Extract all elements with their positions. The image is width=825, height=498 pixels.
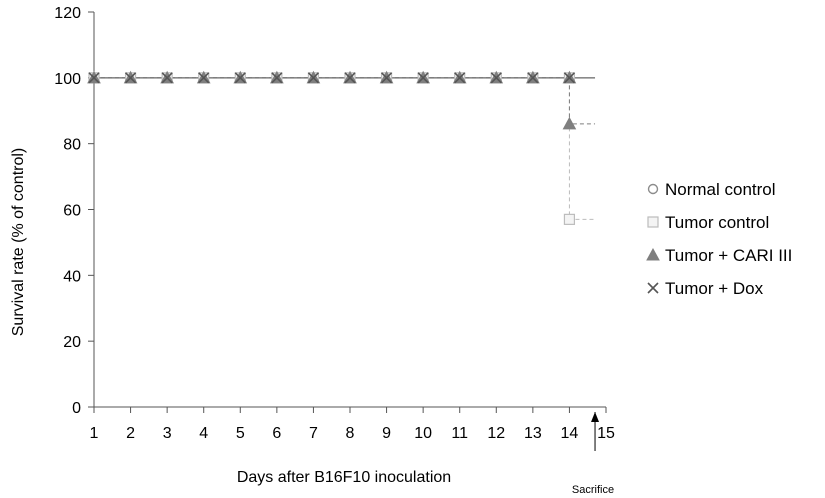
x-tick-label: 2: [126, 425, 135, 442]
x-tick-label: 12: [487, 425, 505, 442]
x-tick-label: 8: [346, 425, 355, 442]
data-point: [563, 72, 575, 84]
legend-marker: [647, 282, 659, 294]
series-line: [94, 77, 596, 220]
data-point: [563, 213, 576, 225]
series-lines: [94, 77, 596, 220]
data-point: [381, 72, 393, 84]
y-tick-label: 20: [63, 334, 81, 351]
data-point: [562, 116, 577, 130]
x-axis-title: Days after B16F10 inoculation: [237, 469, 451, 486]
y-axis-title: Survival rate (% of control): [10, 148, 27, 337]
y-tick-label: 100: [54, 71, 81, 88]
x-tick-label: 6: [272, 425, 281, 442]
sacrifice-annotation: Sacrifice: [572, 412, 614, 496]
y-tick-label: 60: [63, 203, 81, 220]
legend: Normal control Tumor control Tumor + CARI …: [646, 180, 792, 298]
x-tick-label: 1: [90, 425, 99, 442]
legend-label: Tumor + Dox: [665, 279, 764, 298]
data-point: [490, 72, 502, 84]
x-tick-label: 13: [524, 425, 542, 442]
data-point: [454, 72, 466, 84]
x-tick-label: 5: [236, 425, 245, 442]
y-tick-label: 80: [63, 137, 81, 154]
x-tick-label: 14: [561, 425, 579, 442]
data-point: [88, 72, 100, 84]
x-tick-label: 3: [163, 425, 172, 442]
legend-label: Tumor control: [665, 213, 769, 232]
x-tick-label: 9: [382, 425, 391, 442]
data-point: [161, 72, 173, 84]
legend-marker: [647, 183, 659, 195]
data-point: [344, 72, 356, 84]
legend-label: Normal control: [665, 180, 776, 199]
y-tick-label: 0: [72, 400, 81, 417]
x-tick-label: 10: [414, 425, 432, 442]
data-point: [307, 72, 319, 84]
series-line: [94, 77, 596, 125]
series-markers: [87, 70, 577, 225]
x-tick-label: 15: [597, 425, 615, 442]
sacrifice-label: Sacrifice: [572, 484, 614, 496]
x-tick-label: 4: [199, 425, 208, 442]
data-point: [198, 72, 210, 84]
y-tick-label: 40: [63, 268, 81, 285]
legend-marker: [646, 247, 660, 261]
data-point: [527, 72, 539, 84]
legend-label: Tumor + CARI III: [665, 246, 792, 265]
data-point: [417, 72, 429, 84]
x-tick-label: 11: [451, 425, 468, 442]
x-tick-label: 7: [309, 425, 318, 442]
sacrifice-arrow-head: [591, 412, 600, 422]
legend-marker: [647, 216, 659, 228]
data-point: [271, 72, 283, 84]
data-point: [125, 72, 137, 84]
data-point: [234, 72, 246, 84]
y-tick-label: 120: [54, 5, 81, 22]
